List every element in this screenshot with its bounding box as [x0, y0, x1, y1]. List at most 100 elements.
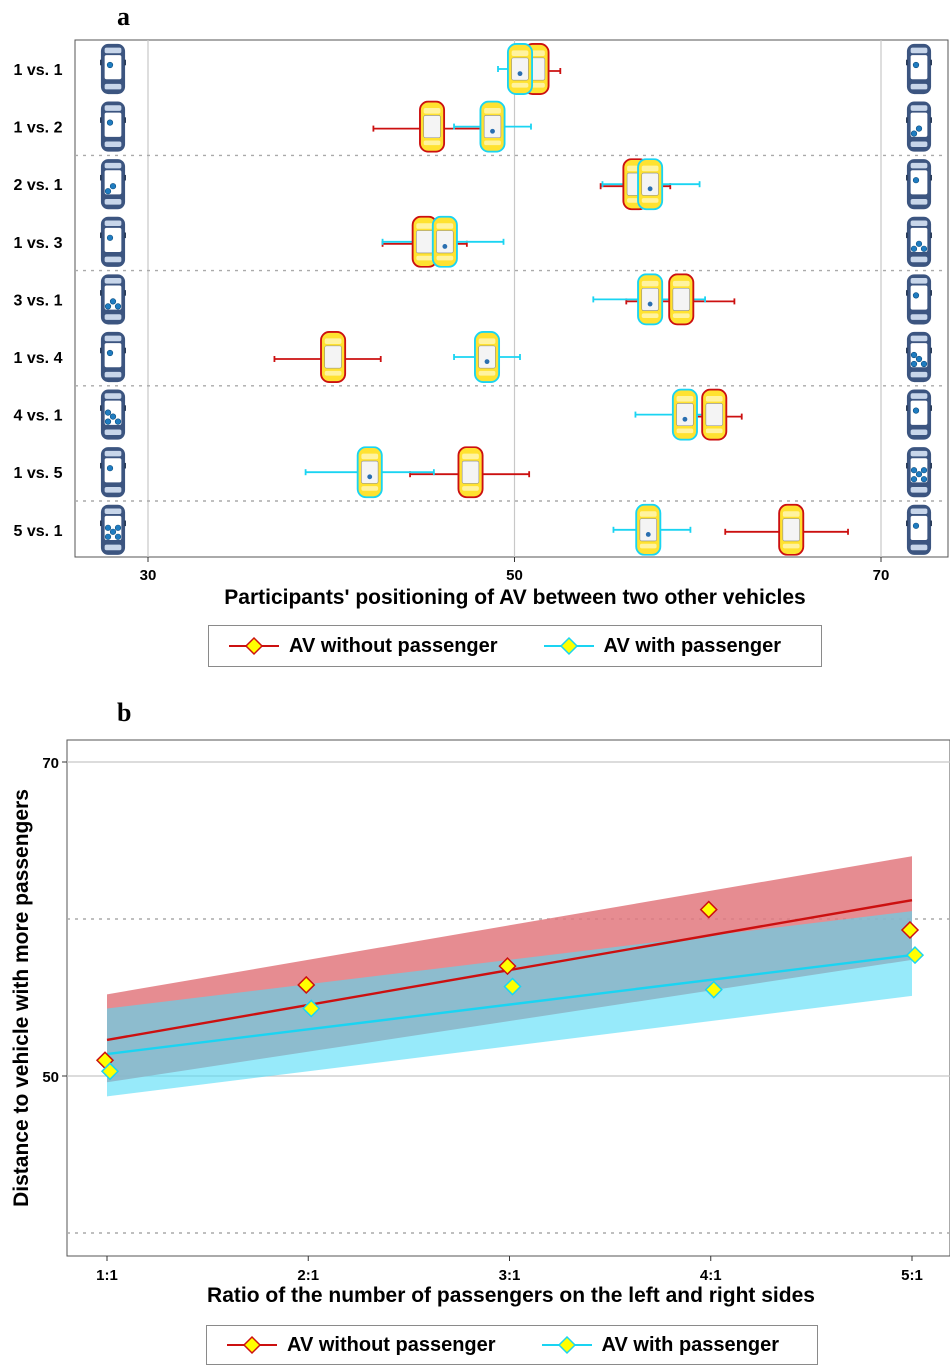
- av-car-with-passenger: [637, 158, 664, 211]
- av-car-with-passenger: [473, 331, 501, 383]
- passenger-icon: [915, 471, 923, 478]
- passenger-icon: [912, 177, 920, 184]
- legend-item-with-passenger: AV with passenger: [541, 1334, 779, 1357]
- panel-b-x-tick-label: 2:1: [297, 1267, 319, 1284]
- passenger-icon: [109, 528, 117, 535]
- panel-a-row-label: 1 vs. 4: [14, 350, 63, 367]
- panel-a-x-axis-title: Participants' positioning of AV between …: [224, 586, 805, 609]
- av-car-without-passenger: [701, 388, 728, 441]
- passenger-icon: [114, 303, 122, 310]
- panel-a-row-label: 5 vs. 1: [14, 523, 63, 540]
- passenger-icon: [910, 476, 918, 483]
- passenger-icon: [920, 245, 928, 252]
- passenger-icon: [910, 467, 918, 474]
- panel-b-y-tick-label: 70: [42, 755, 59, 772]
- legend-key-cyan-diamond-icon: [543, 636, 594, 656]
- legend-panel-a: AV without passenger AV with passenger: [208, 625, 822, 667]
- passenger-icon: [912, 407, 920, 414]
- left-vehicle-icon: [100, 216, 126, 267]
- passenger-icon: [915, 125, 923, 132]
- panel-b-x-tick-label: 3:1: [499, 1267, 521, 1284]
- left-vehicle-icon: [100, 43, 126, 95]
- legend-item-without-passenger: AV without passenger: [229, 635, 498, 658]
- legend-item-without-passenger: AV without passenger: [227, 1334, 496, 1357]
- av-car-with-passenger: [356, 446, 383, 499]
- passenger-icon: [109, 183, 117, 190]
- passenger-icon: [104, 409, 112, 416]
- point-with-passenger: [704, 980, 723, 999]
- passenger-icon: [910, 245, 918, 252]
- passenger-icon: [920, 476, 928, 483]
- passenger-icon: [104, 303, 112, 310]
- passenger-icon: [920, 467, 928, 474]
- panel-a-row-label: 1 vs. 3: [14, 235, 63, 252]
- left-vehicle-icon: [100, 101, 126, 152]
- legend-key-cyan-diamond-icon: [541, 1335, 592, 1355]
- passenger-icon: [915, 240, 923, 247]
- av-car-without-passenger: [778, 503, 805, 556]
- passenger-icon: [109, 298, 117, 305]
- legend-label-without-passenger: AV without passenger: [289, 634, 498, 657]
- legend-label-with-passenger: AV with passenger: [603, 634, 781, 657]
- right-vehicle-icon: [906, 389, 932, 440]
- passenger-icon: [106, 61, 114, 69]
- panel-a-label: a: [117, 2, 130, 31]
- panel-b-y-tick-label: 50: [42, 1069, 59, 1086]
- panel-a-x-tick-label: 70: [873, 567, 890, 584]
- passenger-icon: [912, 292, 920, 299]
- legend-label-without-passenger: AV without passenger: [287, 1333, 496, 1356]
- point-without-passenger: [699, 900, 718, 919]
- panel-a-x-tick-label: 50: [506, 567, 523, 584]
- legend-key-red-diamond-icon: [227, 1335, 277, 1355]
- passenger-icon: [920, 360, 928, 368]
- passenger-icon: [106, 234, 114, 241]
- left-vehicle-icon: [100, 331, 126, 383]
- panel-b-label: b: [117, 698, 132, 727]
- point-without-passenger: [900, 920, 920, 940]
- panel-a-row-label: 1 vs. 5: [14, 465, 63, 482]
- passenger-icon: [104, 418, 112, 425]
- legend-panel-b: AV without passenger AV with passenger: [206, 1325, 818, 1365]
- passenger-icon: [915, 355, 923, 363]
- panel-a-row-label: 1 vs. 1: [14, 62, 63, 79]
- av-car-with-passenger: [637, 273, 664, 326]
- av-car-with-passenger: [635, 503, 662, 556]
- legend-key-red-diamond-icon: [229, 636, 279, 656]
- point-with-passenger: [100, 1062, 120, 1081]
- av-car-without-passenger: [320, 331, 347, 383]
- panel-a-x-tick-label: 30: [140, 567, 157, 584]
- point-with-passenger: [905, 946, 925, 965]
- av-car-with-passenger: [479, 100, 506, 153]
- point-without-passenger: [297, 975, 316, 995]
- passenger-icon: [104, 524, 112, 531]
- passenger-icon: [912, 522, 920, 529]
- passenger-icon: [910, 130, 918, 137]
- right-vehicle-icon: [906, 159, 932, 210]
- av-car-without-passenger: [668, 273, 695, 326]
- panel-a-row-label: 1 vs. 2: [14, 120, 63, 137]
- passenger-icon: [910, 351, 918, 359]
- panel-b-y-axis-title: Distance to vehicle with more passengers: [10, 789, 33, 1207]
- panel-a-row-label: 2 vs. 1: [14, 177, 63, 194]
- passenger-icon: [104, 533, 112, 540]
- panel-b-x-axis-title: Ratio of the number of passengers on the…: [207, 1284, 815, 1307]
- passenger-icon: [106, 119, 114, 126]
- panel-a-plot-area: [74, 39, 949, 558]
- left-vehicle-icon: [100, 447, 126, 498]
- point-with-passenger: [503, 977, 522, 996]
- av-car-with-passenger: [506, 43, 534, 95]
- panel-b-x-tick-label: 4:1: [700, 1267, 722, 1284]
- av-car-with-passenger: [671, 388, 698, 441]
- passenger-icon: [109, 413, 117, 420]
- panel-b-x-tick-label: 1:1: [96, 1267, 118, 1284]
- panel-b-x-tick-label: 5:1: [901, 1267, 923, 1284]
- passenger-icon: [106, 349, 114, 357]
- av-car-with-passenger: [431, 215, 458, 268]
- av-car-without-passenger: [457, 446, 484, 499]
- right-vehicle-icon: [906, 43, 932, 95]
- passenger-icon: [114, 418, 122, 425]
- point-with-passenger: [302, 999, 321, 1018]
- fit-line-with-passenger: [106, 953, 913, 1056]
- passenger-icon: [114, 524, 122, 531]
